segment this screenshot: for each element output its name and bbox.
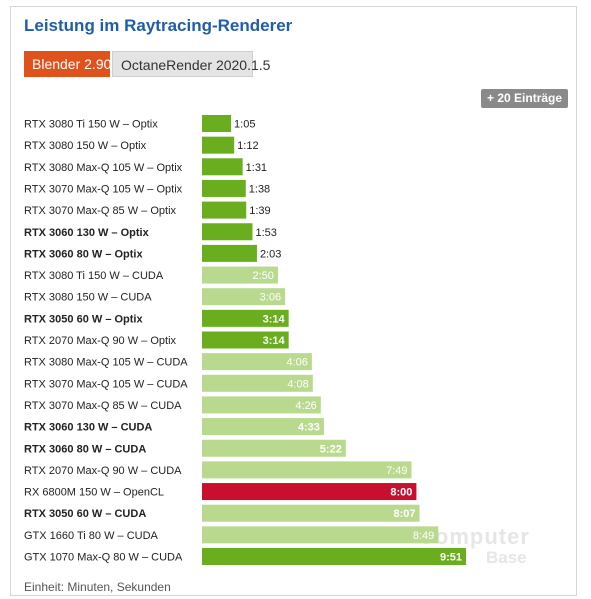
bar: [202, 115, 232, 132]
category-label: RTX 3070 Max-Q 85 W – Optix: [24, 205, 177, 217]
category-label: RTX 3080 150 W – CUDA: [24, 292, 152, 304]
category-label: RTX 3080 Max-Q 105 W – CUDA: [24, 357, 188, 369]
category-label: RTX 3060 80 W – Optix: [24, 248, 143, 260]
category-label: RX 6800M 150 W – OpenCL: [24, 487, 164, 499]
data-label: 1:39: [249, 205, 270, 217]
bar: [202, 244, 257, 262]
category-label: RTX 3060 130 W – Optix: [24, 227, 150, 239]
bar: [202, 418, 324, 436]
chart-title: Leistung im Raytracing-Renderer: [24, 16, 293, 35]
bar: [202, 136, 235, 154]
data-label: 3:06: [260, 292, 281, 304]
category-label: RTX 3050 60 W – CUDA: [24, 508, 146, 520]
data-label: 3:14: [263, 335, 286, 347]
watermark-logo-sub: Base: [486, 548, 527, 567]
category-label: GTX 1070 Max-Q 80 W – CUDA: [24, 552, 183, 564]
bar: [202, 288, 286, 306]
data-label: 3:14: [263, 313, 286, 325]
data-label: 5:22: [320, 443, 342, 455]
unit-note: Einheit: Minuten, Sekunden: [24, 580, 171, 594]
data-label: 1:12: [237, 140, 258, 152]
bar: [202, 374, 313, 392]
category-label: RTX 3050 60 W – Optix: [24, 313, 143, 325]
tab-blender[interactable]: Blender 2.90: [24, 51, 111, 77]
category-label: RTX 3060 80 W – CUDA: [24, 443, 146, 455]
category-label: RTX 3070 Max-Q 105 W – CUDA: [24, 378, 188, 390]
more-entries-button[interactable]: + 20 Einträge: [481, 89, 569, 108]
bar: [202, 201, 247, 219]
data-label: 4:06: [286, 357, 307, 369]
data-label: 1:53: [255, 227, 276, 239]
data-label: 2:50: [253, 270, 274, 282]
category-label: RTX 3070 Max-Q 105 W – Optix: [24, 183, 183, 195]
data-label: 8:07: [394, 508, 416, 520]
category-label: RTX 3080 150 W – Optix: [24, 140, 147, 152]
data-label: 8:49: [413, 530, 434, 542]
category-label: RTX 3060 130 W – CUDA: [24, 422, 152, 434]
category-label: RTX 3070 Max-Q 85 W – CUDA: [24, 400, 182, 412]
data-label: 9:51: [440, 552, 462, 564]
bar: [202, 331, 289, 349]
bar: [202, 548, 466, 565]
tab-octanerender[interactable]: OctaneRender 2020.1.5: [112, 51, 270, 77]
bar: [202, 179, 246, 197]
data-label: 8:00: [390, 487, 412, 499]
data-label: 2:03: [260, 248, 281, 260]
data-label: 1:05: [234, 119, 255, 131]
data-label: 4:33: [298, 422, 320, 434]
bar: [202, 266, 278, 284]
category-label: RTX 3080 Ti 150 W – Optix: [24, 119, 158, 131]
data-label: 4:08: [287, 378, 308, 390]
category-label: RTX 3080 Max-Q 105 W – Optix: [24, 162, 183, 174]
data-label: 1:31: [246, 162, 267, 174]
data-label: 4:26: [295, 400, 316, 412]
bar: [202, 526, 439, 544]
bar: [202, 439, 346, 457]
category-label: GTX 1660 Ti 80 W – CUDA: [24, 530, 159, 542]
data-label: 7:49: [386, 465, 407, 477]
bar: [202, 309, 289, 327]
bar: [202, 483, 417, 501]
bar: [202, 396, 321, 414]
category-label: RTX 3080 Ti 150 W – CUDA: [24, 270, 164, 282]
bar: [202, 158, 243, 176]
category-label: RTX 2070 Max-Q 90 W – Optix: [24, 335, 177, 347]
bar: [202, 223, 253, 241]
category-label: RTX 2070 Max-Q 90 W – CUDA: [24, 465, 182, 477]
bar: [202, 461, 412, 479]
bar: [202, 353, 312, 371]
data-label: 1:38: [249, 183, 270, 195]
bar: [202, 504, 420, 522]
